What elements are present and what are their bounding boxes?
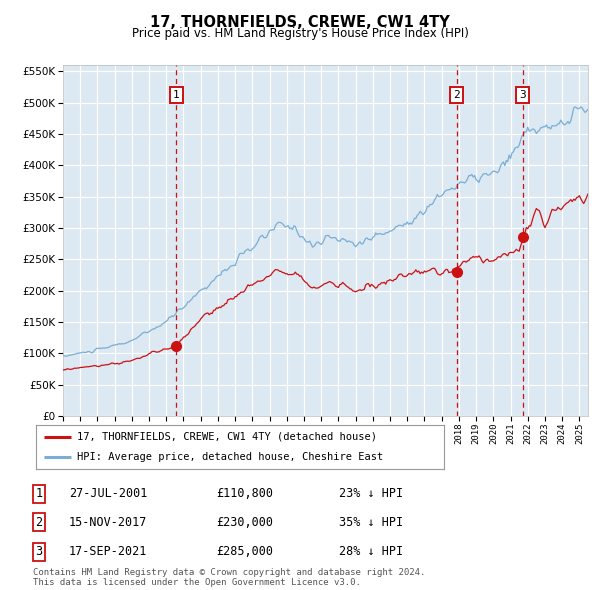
Text: £230,000: £230,000 — [216, 516, 273, 529]
Text: 28% ↓ HPI: 28% ↓ HPI — [339, 545, 403, 558]
Text: 3: 3 — [35, 545, 43, 558]
Text: £110,800: £110,800 — [216, 487, 273, 500]
Text: Contains HM Land Registry data © Crown copyright and database right 2024.
This d: Contains HM Land Registry data © Crown c… — [33, 568, 425, 587]
Text: 2: 2 — [35, 516, 43, 529]
Text: 27-JUL-2001: 27-JUL-2001 — [69, 487, 148, 500]
Text: Price paid vs. HM Land Registry's House Price Index (HPI): Price paid vs. HM Land Registry's House … — [131, 27, 469, 40]
Text: 15-NOV-2017: 15-NOV-2017 — [69, 516, 148, 529]
Text: 2: 2 — [453, 90, 460, 100]
Text: 3: 3 — [520, 90, 526, 100]
Text: 1: 1 — [173, 90, 179, 100]
Text: 17-SEP-2021: 17-SEP-2021 — [69, 545, 148, 558]
Text: £285,000: £285,000 — [216, 545, 273, 558]
Text: 35% ↓ HPI: 35% ↓ HPI — [339, 516, 403, 529]
Text: HPI: Average price, detached house, Cheshire East: HPI: Average price, detached house, Ches… — [77, 452, 383, 462]
Text: 17, THORNFIELDS, CREWE, CW1 4TY (detached house): 17, THORNFIELDS, CREWE, CW1 4TY (detache… — [77, 432, 377, 442]
Text: 1: 1 — [35, 487, 43, 500]
Text: 23% ↓ HPI: 23% ↓ HPI — [339, 487, 403, 500]
Text: 17, THORNFIELDS, CREWE, CW1 4TY: 17, THORNFIELDS, CREWE, CW1 4TY — [150, 15, 450, 30]
